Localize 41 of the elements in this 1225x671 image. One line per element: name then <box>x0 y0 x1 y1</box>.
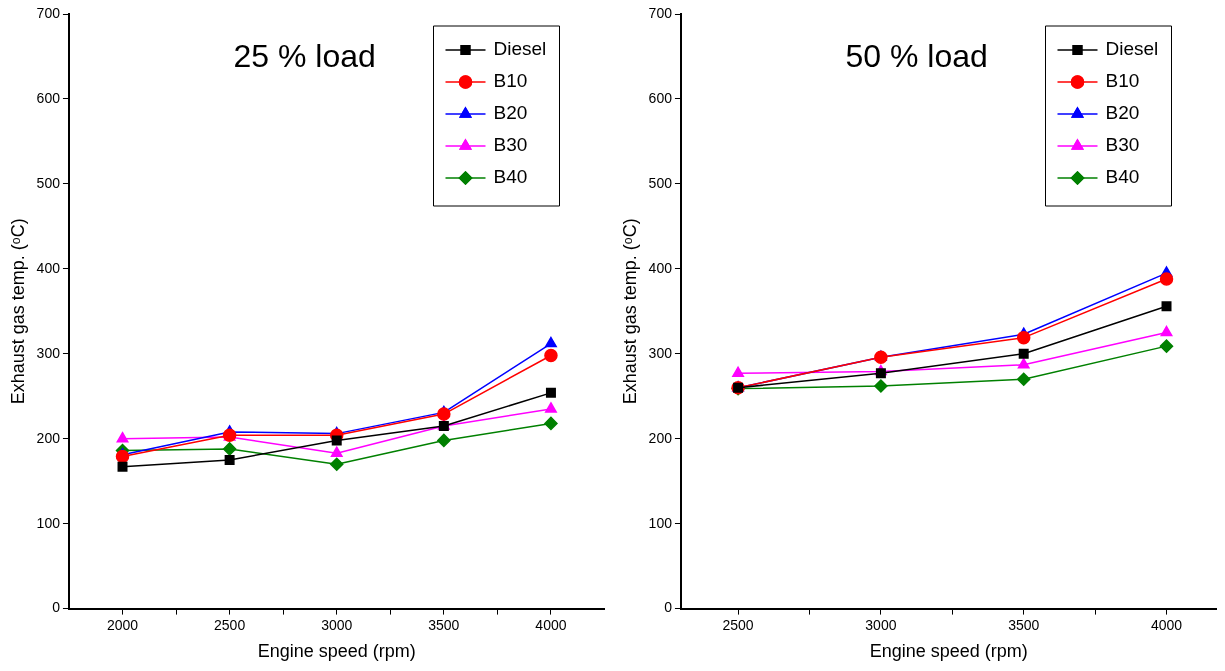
legend-label: B20 <box>493 102 528 124</box>
y-tick-label: 100 <box>648 514 673 531</box>
y-tick-label: 600 <box>648 89 673 106</box>
x-tick-label: 4000 <box>535 616 567 633</box>
y-tick-label: 400 <box>36 259 61 276</box>
y-tick-label: 300 <box>36 344 61 361</box>
legend-label: B10 <box>493 70 528 92</box>
y-tick-label: 500 <box>36 174 61 191</box>
y-tick-label: 300 <box>648 344 673 361</box>
y-tick-label: 700 <box>36 4 61 21</box>
x-tick-label: 2000 <box>106 616 139 633</box>
legend-label: B20 <box>1105 102 1140 124</box>
legend-label: B40 <box>493 166 528 188</box>
legend-label: B40 <box>1105 166 1140 188</box>
legend-label: B10 <box>1105 70 1140 92</box>
legend-label: B30 <box>1105 134 1140 156</box>
x-tick-label: 3500 <box>1008 616 1040 633</box>
legend-label: Diesel <box>493 38 547 60</box>
legend-label: B30 <box>493 134 528 156</box>
y-tick-label: 600 <box>36 89 61 106</box>
y-tick-label: 0 <box>52 599 61 616</box>
y-tick-label: 500 <box>648 174 673 191</box>
y-tick-label: 200 <box>648 429 673 446</box>
x-tick-label: 2500 <box>214 616 246 633</box>
x-tick-label: 3500 <box>428 616 460 633</box>
y-tick-label: 100 <box>36 514 61 531</box>
y-tick-label: 200 <box>36 429 61 446</box>
x-tick-label: 3000 <box>865 616 897 633</box>
x-tick-label: 3000 <box>321 616 353 633</box>
x-tick-label: 4000 <box>1150 616 1183 633</box>
y-tick-label: 0 <box>664 599 673 616</box>
x-axis-title: Engine speed (rpm) <box>869 641 1028 662</box>
y-axis-title: Exhaust gas temp. (ᵒC) <box>619 218 640 405</box>
text: 50 % load <box>845 37 988 74</box>
y-tick-label: 700 <box>648 4 673 21</box>
x-tick-label: 2500 <box>722 616 754 633</box>
legend-label: Diesel <box>1105 38 1159 60</box>
x-axis-title: Engine speed (rpm) <box>257 641 416 662</box>
y-tick-label: 400 <box>648 259 673 276</box>
text: 25 % load <box>233 37 376 74</box>
y-axis-title: Exhaust gas temp. (ᵒC) <box>7 218 28 405</box>
